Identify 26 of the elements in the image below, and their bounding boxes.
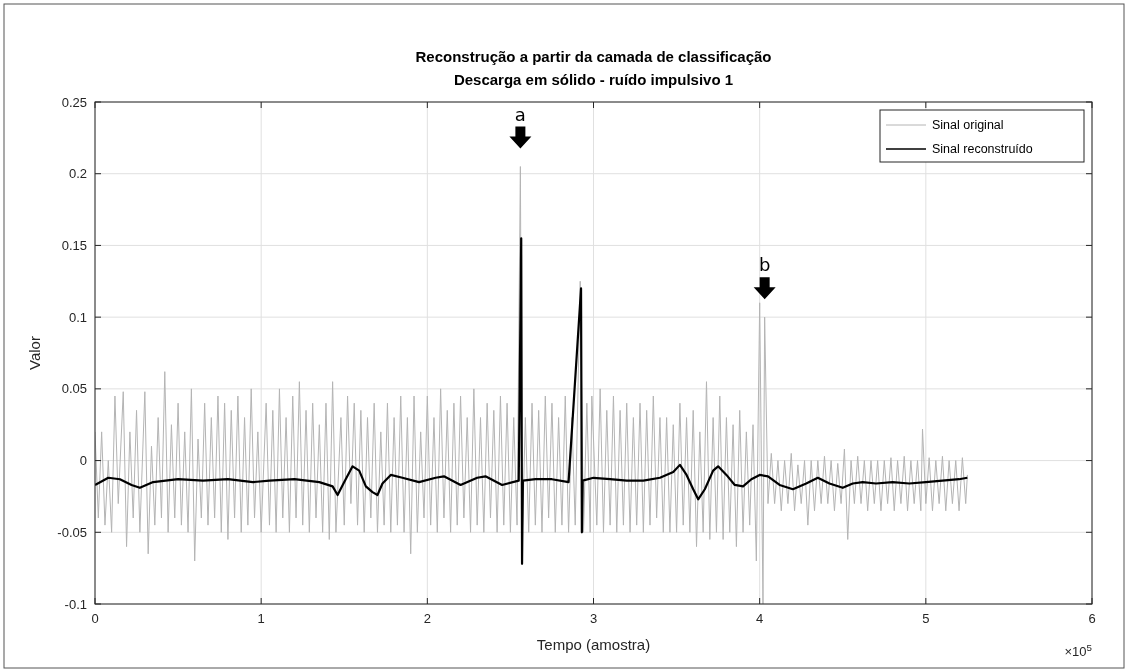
y-tick-label: -0.1: [64, 596, 87, 612]
chart-subtitle: Descarga em sólido - ruído impulsivo 1: [453, 71, 734, 88]
x-tick-label: 2: [423, 611, 431, 626]
x-tick-label: 0: [91, 611, 99, 626]
y-tick-label: -0.05: [57, 524, 87, 540]
line-series: [95, 166, 968, 604]
annotation: a: [514, 103, 526, 125]
y-tick-label: 0.15: [61, 237, 87, 253]
x-tick-label: 6: [1088, 611, 1096, 626]
chart-title: Reconstrução a partir da camada de classificação: [415, 48, 772, 65]
annotation: b: [758, 254, 771, 276]
x-tick-label: 1: [257, 611, 265, 626]
legend-label: Sinal reconstruído: [932, 142, 1033, 156]
y-tick-label: 0.2: [68, 166, 87, 182]
x-tick-label: 3: [589, 611, 598, 626]
text: ×10$^{5}$: [1064, 641, 1093, 659]
line-series: [95, 237, 969, 565]
y-tick-label: 0.25: [61, 94, 87, 110]
y-tick-label: 0.1: [68, 309, 87, 325]
x-axis-title: Tempo (amostra): [536, 636, 651, 653]
x-tick-label: 4: [756, 611, 764, 626]
x-tick-label: 5: [922, 611, 930, 626]
y-tick-label: 0.05: [61, 381, 87, 397]
legend-label: Sinal original: [932, 118, 1004, 132]
y-tick-label: 0: [79, 453, 87, 469]
y-axis-title: Valor: [26, 336, 43, 370]
